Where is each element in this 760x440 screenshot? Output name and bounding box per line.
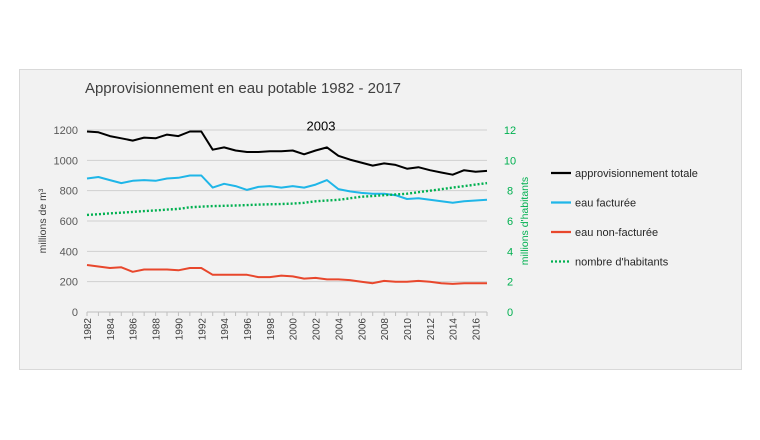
x-tick-label: 2004 <box>334 318 345 341</box>
annotation-label: 2003 <box>307 119 336 134</box>
series-line-eau-factur-e <box>86 174 488 204</box>
y2-tick-label: 8 <box>507 186 513 198</box>
y-tick-label: 0 <box>72 307 78 319</box>
legend-label-eau-non-factur-e: eau non-facturée <box>575 227 658 239</box>
series-line-eau-non-factur-e <box>86 264 487 285</box>
x-tick-label: 2008 <box>380 318 391 341</box>
x-tick-label: 1988 <box>152 318 163 341</box>
y-tick-label: 1000 <box>54 155 78 167</box>
x-tick-label: 2012 <box>426 318 437 341</box>
y-tick-label: 1200 <box>54 125 78 137</box>
x-tick-label: 2002 <box>312 318 323 341</box>
x-tick-label: 1996 <box>243 318 254 341</box>
x-tick-label: 2000 <box>289 318 300 341</box>
y2-tick-label: 2 <box>507 277 513 289</box>
y-tick-label: 800 <box>60 186 78 198</box>
series-line-approvisionnement-totale <box>86 130 488 176</box>
y-tick-label: 200 <box>60 277 78 289</box>
y-tick-label: 400 <box>60 246 78 258</box>
x-tick-label: 1992 <box>197 318 208 341</box>
x-tick-label: 1990 <box>174 318 185 341</box>
y-tick-label: 600 <box>60 216 78 228</box>
series-line-nombre-d-habitants <box>86 181 488 217</box>
x-tick-label: 2010 <box>403 318 414 341</box>
y-axis-label: millions de m³ <box>37 188 49 253</box>
y2-tick-label: 0 <box>507 307 513 319</box>
x-tick-label: 1982 <box>83 318 94 341</box>
x-tick-label: 2016 <box>472 318 483 341</box>
legend-label-nombre-d-habitants: nombre d'habitants <box>575 257 669 269</box>
x-tick-label: 1984 <box>106 318 117 341</box>
chart-title: Approvisionnement en eau potable 1982 - … <box>84 80 402 97</box>
x-tick-label: 2006 <box>357 318 368 341</box>
y2-tick-label: 6 <box>507 216 513 228</box>
x-tick-label: 2014 <box>449 318 460 341</box>
x-tick-label: 1994 <box>220 318 231 341</box>
legend-label-eau-factur-e: eau facturée <box>575 198 636 210</box>
y2-tick-label: 10 <box>504 155 516 167</box>
y2-tick-label: 12 <box>504 125 516 137</box>
y2-axis-label: millions d'habitants <box>519 177 531 265</box>
x-tick-label: 1986 <box>129 318 140 341</box>
y2-tick-label: 4 <box>507 246 513 258</box>
legend-label-approvisionnement-totale: approvisionnement totale <box>575 168 698 180</box>
x-tick-label: 1998 <box>266 318 277 341</box>
chart-frame: Approvisionnement en eau potable 1982 - … <box>19 69 742 370</box>
